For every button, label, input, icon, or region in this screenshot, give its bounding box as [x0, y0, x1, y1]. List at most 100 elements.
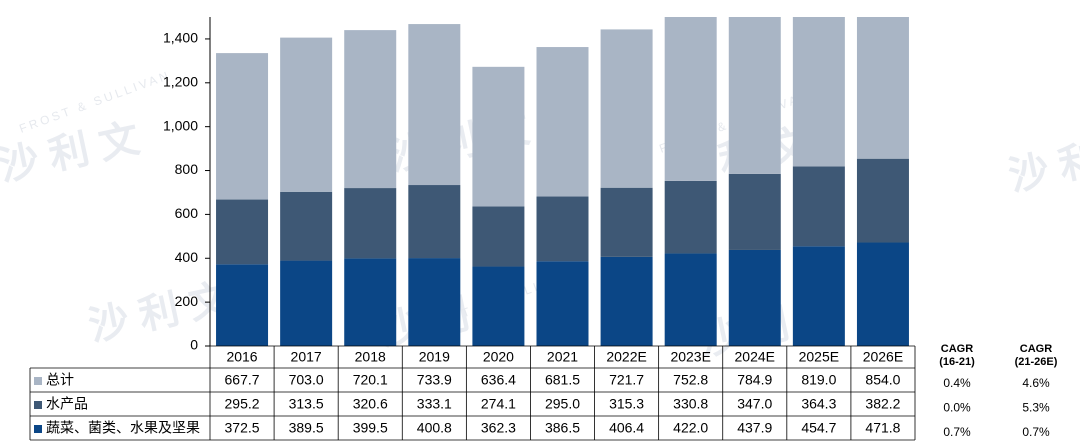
table-value: 400.8	[417, 420, 452, 436]
bar-segment	[536, 47, 589, 197]
x-tick-label: 2017	[291, 349, 322, 365]
bar-segment	[344, 258, 397, 346]
y-tick-label: 600	[175, 205, 199, 221]
table-value: 382.2	[865, 396, 900, 412]
bar-segment	[664, 180, 717, 254]
bar-segment	[728, 249, 781, 346]
cagr-header: CAGR	[941, 343, 973, 355]
table-value: 295.2	[225, 396, 260, 412]
table-value: 422.0	[673, 420, 708, 436]
x-tick-label: 2025E	[799, 349, 839, 365]
bar-segment	[536, 196, 589, 262]
table-value: 389.5	[289, 420, 324, 436]
table-value: 819.0	[801, 372, 836, 388]
watermark: 沙 利 文	[85, 277, 233, 350]
x-tick-label: 2023E	[670, 349, 710, 365]
cagr-value: 0.0%	[943, 401, 971, 415]
bar-segment	[408, 258, 461, 346]
cagr-value: 0.7%	[943, 425, 971, 439]
cagr-header: (21-26E)	[1015, 356, 1058, 368]
legend-label: 总计	[46, 372, 74, 388]
table-value: 703.0	[289, 372, 324, 388]
bar-segment	[408, 24, 461, 186]
x-tick-label: 2024E	[735, 349, 775, 365]
table-value: 784.9	[737, 372, 772, 388]
legend-label: 蔬菜、菌类、水果及坚果	[46, 420, 200, 436]
y-tick-label: 1,400	[163, 30, 198, 46]
bar-segment	[856, 242, 909, 346]
table-value: 681.5	[545, 372, 580, 388]
table-value: 274.1	[481, 396, 516, 412]
table-value: 330.8	[673, 396, 708, 412]
table-value: 362.3	[481, 420, 516, 436]
x-tick-label: 2020	[483, 349, 514, 365]
bar-segment	[856, 17, 909, 159]
bar-segment	[600, 29, 653, 188]
table-value: 454.7	[801, 420, 836, 436]
x-tick-label: 2018	[355, 349, 386, 365]
bar-segment	[472, 206, 525, 267]
table-value: 752.8	[673, 372, 708, 388]
y-tick-label: 800	[175, 161, 199, 177]
table-value: 471.8	[865, 420, 900, 436]
table-value: 320.6	[353, 396, 388, 412]
bar-segment	[344, 30, 397, 189]
table-value: 733.9	[417, 372, 452, 388]
bar-segment	[216, 53, 269, 200]
watermark: 沙 利 文	[1005, 127, 1080, 200]
cagr-value: 0.4%	[943, 376, 971, 390]
table-value: 295.0	[545, 396, 580, 412]
bar-segment	[280, 260, 333, 346]
bar-segment	[664, 17, 717, 181]
table-value: 372.5	[225, 420, 260, 436]
bar-segment	[472, 266, 525, 346]
x-tick-label: 2016	[226, 349, 257, 365]
table-value: 636.4	[481, 372, 516, 388]
plot	[216, 17, 909, 346]
table-value: 347.0	[737, 396, 772, 412]
table-value: 399.5	[353, 420, 388, 436]
bar-segment	[792, 17, 845, 167]
bar-segment	[792, 166, 845, 247]
y-tick-label: 1,000	[163, 117, 198, 133]
bar-segment	[472, 66, 525, 207]
legend-swatch	[34, 401, 42, 409]
x-tick-label: 2026E	[863, 349, 903, 365]
table-value: 386.5	[545, 420, 580, 436]
bar-segment	[408, 185, 461, 259]
bar-segment	[856, 158, 909, 243]
legend-label: 水产品	[46, 396, 88, 412]
bar-segment	[664, 253, 717, 346]
table-value: 720.1	[353, 372, 388, 388]
bar-segment	[792, 246, 845, 346]
bar-segment	[216, 199, 269, 265]
cagr-header: CAGR	[1020, 343, 1052, 355]
x-tick-label: 2019	[419, 349, 450, 365]
table-value: 667.7	[225, 372, 260, 388]
table-value: 364.3	[801, 396, 836, 412]
x-tick-label: 2022E	[606, 349, 646, 365]
bar-segment	[280, 191, 333, 261]
bar-segment	[600, 256, 653, 346]
y-tick-label: 200	[175, 293, 199, 309]
y-tick-label: 1,200	[163, 74, 198, 90]
y-tick-label: 0	[190, 337, 198, 353]
legend-swatch	[34, 377, 42, 385]
table-value: 313.5	[289, 396, 324, 412]
bar-segment	[216, 264, 269, 346]
y-tick-label: 400	[175, 249, 199, 265]
x-tick-label: 2021	[547, 349, 578, 365]
table-value: 437.9	[737, 420, 772, 436]
bar-segment	[728, 17, 781, 174]
bar-segment	[344, 188, 397, 259]
bar-segment	[600, 187, 653, 257]
table-value: 315.3	[609, 396, 644, 412]
table-value: 333.1	[417, 396, 452, 412]
cagr-value: 4.6%	[1022, 376, 1050, 390]
cagr-header: (16-21)	[939, 356, 975, 368]
legend-swatch	[34, 425, 42, 433]
bar-segment	[728, 173, 781, 250]
cagr-value: 0.7%	[1022, 425, 1050, 439]
bar-segment	[280, 37, 333, 192]
